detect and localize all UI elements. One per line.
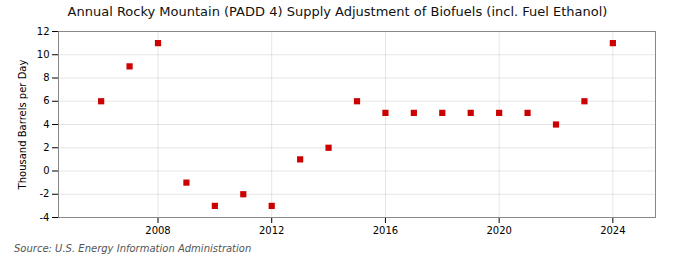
svg-text:8: 8 [43,72,49,83]
svg-text:2: 2 [43,142,49,153]
svg-text:Thousand Barrels per Day: Thousand Barrels per Day [17,60,28,191]
svg-text:10: 10 [37,49,50,60]
svg-text:0: 0 [43,165,49,176]
svg-text:2008: 2008 [145,225,170,236]
svg-text:2020: 2020 [486,225,511,236]
svg-text:-2: -2 [40,188,50,199]
svg-text:-4: -4 [40,212,50,223]
svg-text:4: 4 [43,119,49,130]
svg-text:2024: 2024 [600,225,625,236]
svg-text:2012: 2012 [259,225,284,236]
svg-text:2016: 2016 [373,225,398,236]
html-text:Annual Rocky Mountain (PADD 4): Annual Rocky Mountain (PADD 4) Supply Ad… [67,4,608,19]
html-text:Source: U.S. Energy Informatio: Source: U.S. Energy Information Administ… [14,243,252,254]
svg-text:6: 6 [43,95,49,106]
svg-text:12: 12 [37,26,50,37]
